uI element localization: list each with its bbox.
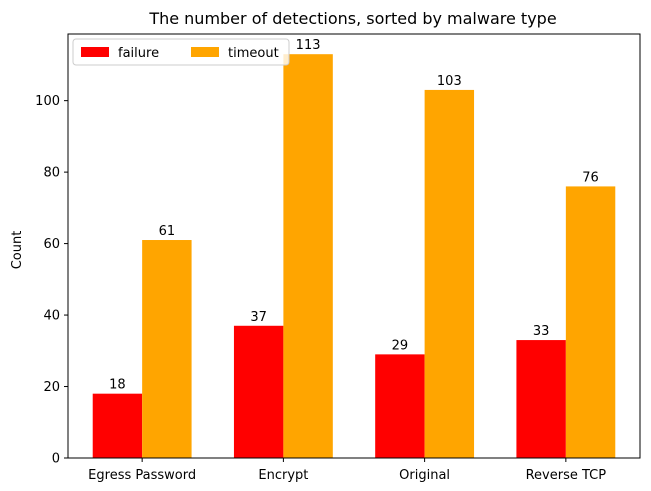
y-tick-label-1: 20 — [43, 380, 60, 395]
bar-timeout-3 — [565, 186, 616, 458]
data-label-failure-0: 18 — [109, 378, 126, 393]
data-label-failure-2: 29 — [392, 338, 409, 353]
bar-timeout-1 — [283, 54, 333, 458]
y-tick-label-5: 100 — [35, 94, 60, 109]
y-tick-label-2: 40 — [43, 309, 60, 324]
x-tick-label-3: Reverse TCP — [526, 468, 607, 483]
bar-failure-3 — [516, 340, 566, 458]
data-label-failure-1: 37 — [250, 310, 267, 325]
bar-failure-0 — [92, 393, 143, 458]
y-axis-label: Count — [10, 231, 25, 270]
x-tick-label-2: Original — [399, 468, 450, 483]
legend-box — [72, 38, 290, 66]
legend-swatch-failure — [81, 47, 109, 57]
data-label-timeout-0: 61 — [159, 224, 176, 239]
y-tick-label-0: 0 — [52, 452, 60, 467]
data-label-timeout-1: 113 — [296, 38, 321, 53]
data-label-timeout-3: 76 — [582, 170, 599, 185]
plot-frame — [67, 33, 641, 459]
x-tick-label-0: Egress Password — [88, 468, 196, 483]
legend-swatch-timeout — [191, 47, 219, 57]
y-tick-label-3: 60 — [43, 237, 60, 252]
bar-failure-1 — [233, 325, 284, 458]
data-label-failure-3: 33 — [533, 324, 550, 339]
plot-area: 18 37 29 33 61 113 103 76 0 20 40 60 80 100 Egress Pas… — [35, 38, 616, 483]
y-tick-label-4: 80 — [43, 166, 60, 181]
bar-failure-2 — [375, 354, 425, 458]
data-label-timeout-2: 103 — [437, 74, 462, 89]
legend-label-timeout: timeout — [228, 46, 279, 61]
bar-timeout-0 — [142, 240, 192, 458]
chart-title: The number of detections, sorted by malw… — [148, 9, 556, 28]
x-tick-label-1: Encrypt — [258, 468, 308, 483]
bar-timeout-2 — [424, 89, 475, 458]
legend: failure timeout — [72, 38, 290, 66]
legend-label-failure: failure — [118, 46, 159, 61]
